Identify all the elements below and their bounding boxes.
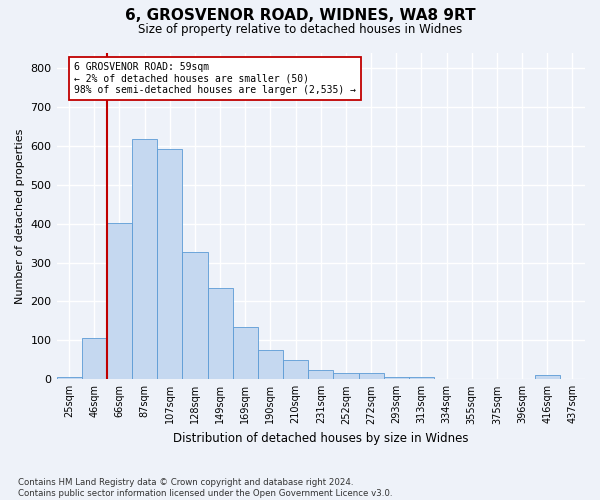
- Bar: [383, 378, 409, 380]
- Bar: [283, 360, 308, 380]
- Bar: [82, 338, 107, 380]
- Bar: [208, 288, 233, 380]
- Text: 6, GROSVENOR ROAD, WIDNES, WA8 9RT: 6, GROSVENOR ROAD, WIDNES, WA8 9RT: [125, 8, 475, 22]
- Text: Size of property relative to detached houses in Widnes: Size of property relative to detached ho…: [138, 22, 462, 36]
- Bar: [308, 370, 334, 380]
- Bar: [359, 374, 383, 380]
- Bar: [132, 140, 157, 380]
- Bar: [535, 376, 560, 380]
- Bar: [157, 149, 182, 380]
- Y-axis label: Number of detached properties: Number of detached properties: [15, 128, 25, 304]
- Bar: [334, 374, 359, 380]
- Bar: [233, 327, 258, 380]
- Bar: [56, 376, 82, 380]
- Bar: [182, 252, 208, 380]
- X-axis label: Distribution of detached houses by size in Widnes: Distribution of detached houses by size …: [173, 432, 469, 445]
- Text: 6 GROSVENOR ROAD: 59sqm
← 2% of detached houses are smaller (50)
98% of semi-det: 6 GROSVENOR ROAD: 59sqm ← 2% of detached…: [74, 62, 356, 96]
- Text: Contains HM Land Registry data © Crown copyright and database right 2024.
Contai: Contains HM Land Registry data © Crown c…: [18, 478, 392, 498]
- Bar: [258, 350, 283, 380]
- Bar: [107, 223, 132, 380]
- Bar: [409, 378, 434, 380]
